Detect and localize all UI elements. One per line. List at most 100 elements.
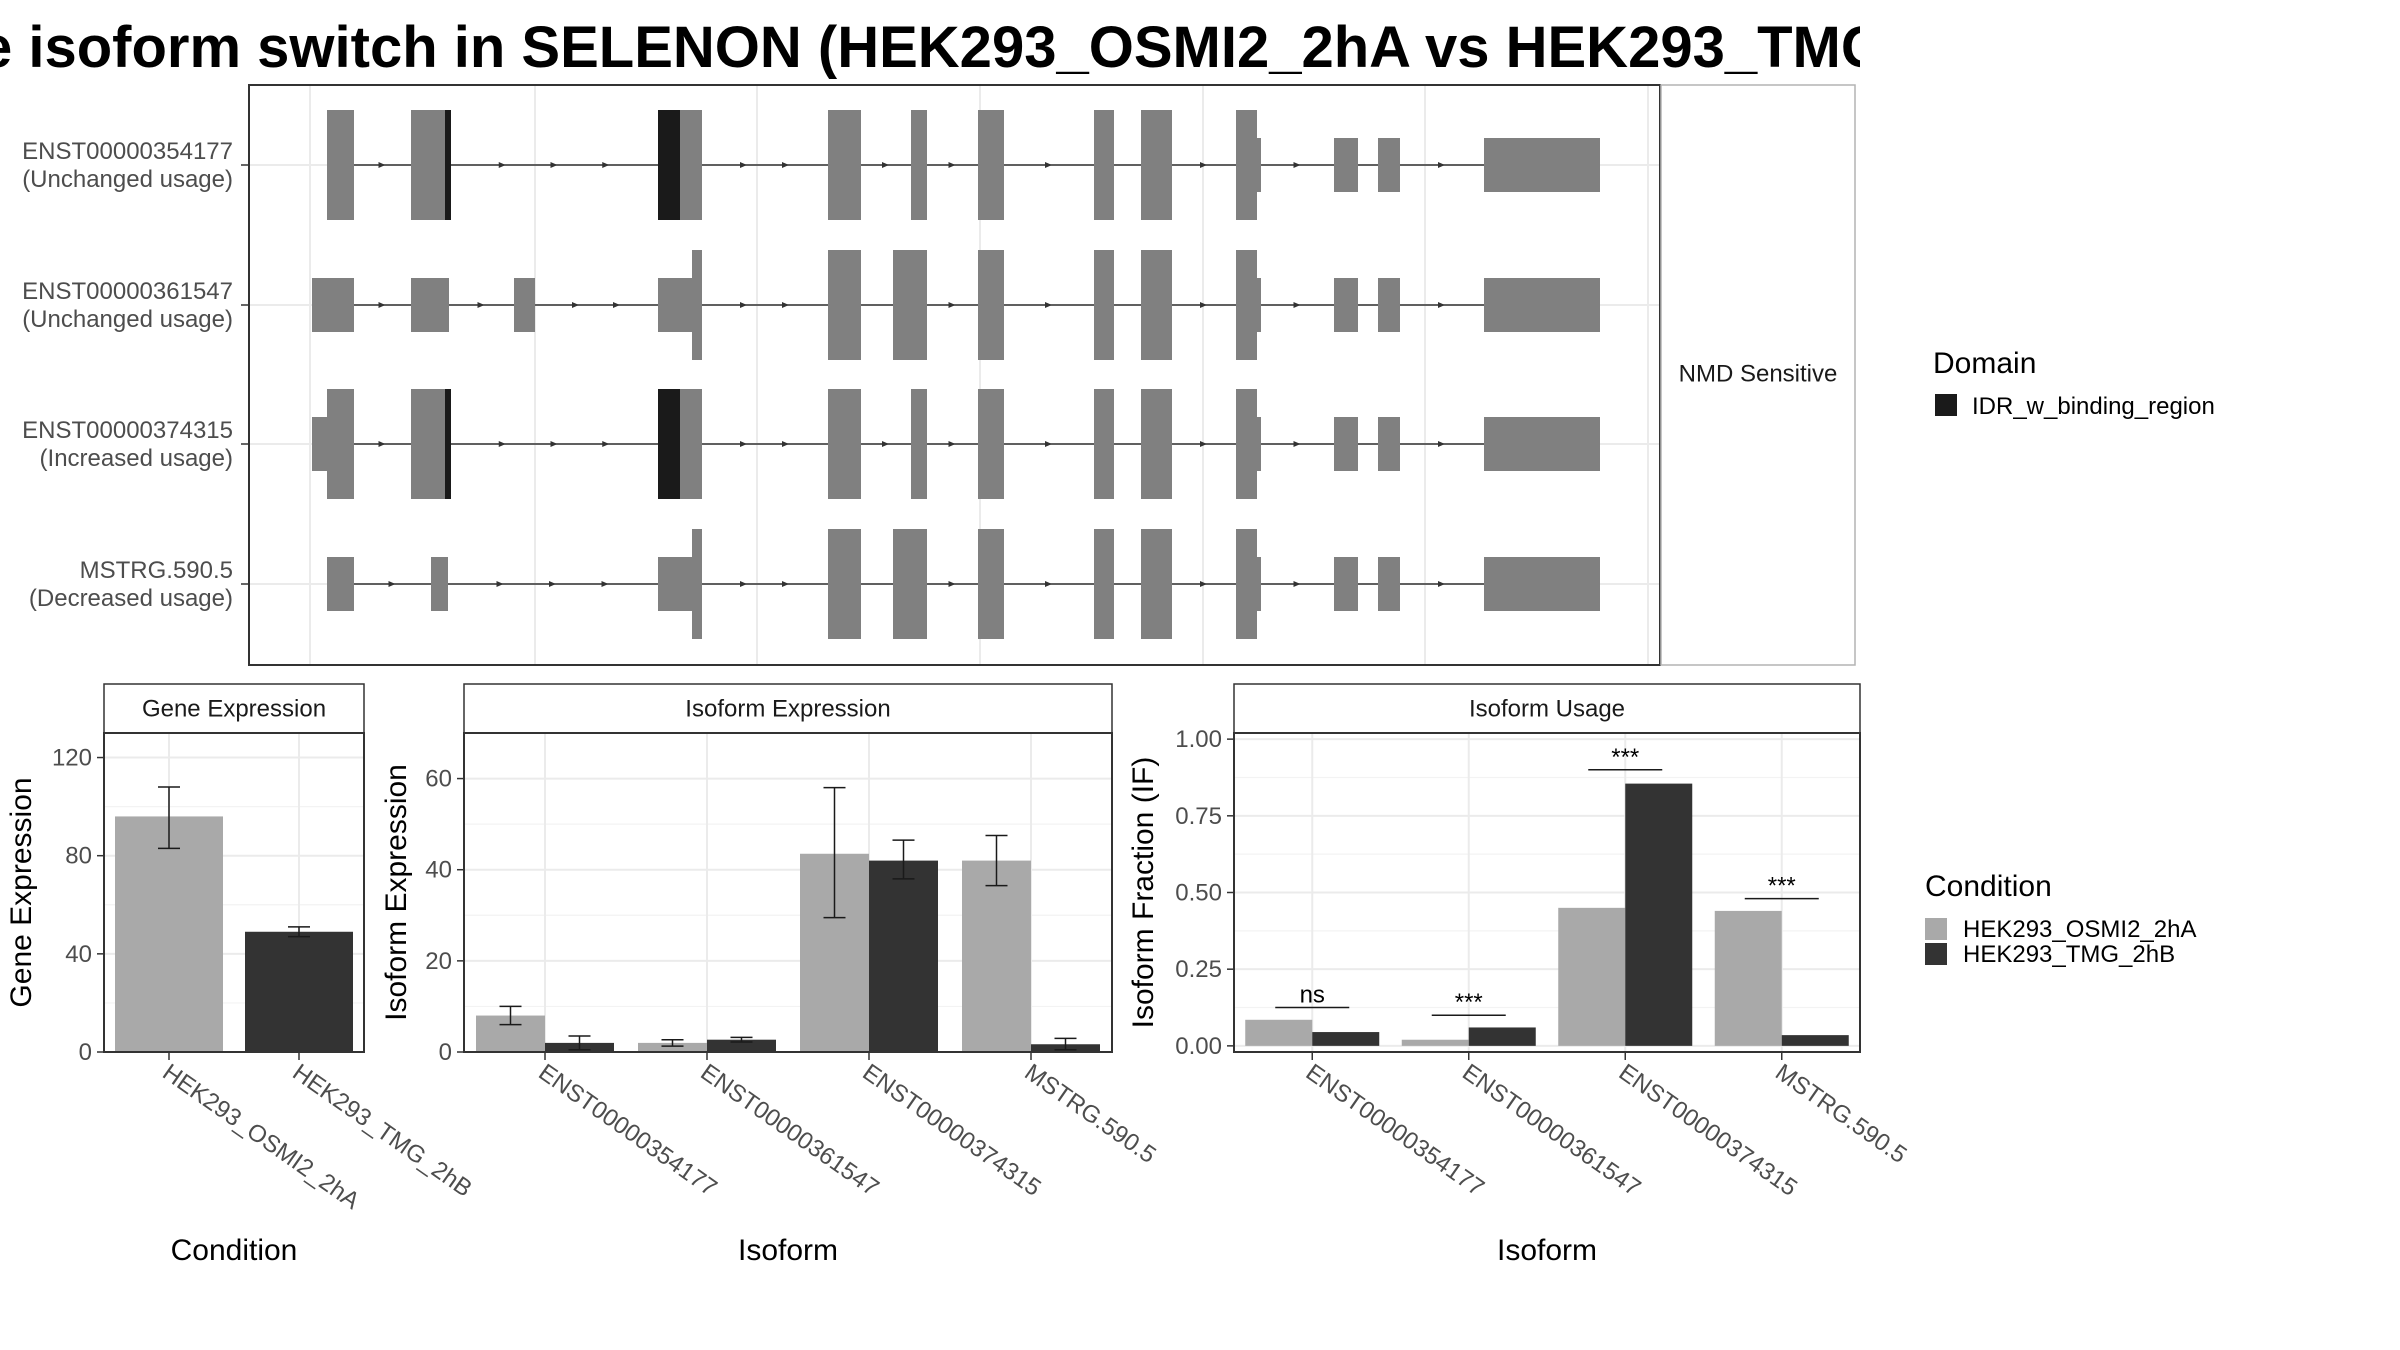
y-axis-title: Isoform Fraction (IF) [1127, 757, 1160, 1029]
y-tick-label: 0 [439, 1039, 452, 1066]
strand-arrow [782, 302, 789, 308]
condition-legend-label: HEK293_OSMI2_2hA [1963, 916, 2196, 943]
exon-block [1236, 250, 1257, 360]
strand-arrow [1200, 302, 1207, 308]
exon-block [312, 278, 354, 332]
y-axis-title: Gene Expression [5, 777, 38, 1007]
y-tick-label: 40 [65, 941, 92, 968]
exon-block [1484, 557, 1600, 611]
exon-block [327, 557, 354, 611]
strand-arrow [378, 302, 386, 308]
exon-block [1378, 278, 1400, 332]
x-axis-title: Isoform [738, 1234, 838, 1267]
exon-block [431, 557, 448, 611]
bar [245, 931, 353, 1052]
bar [962, 860, 1031, 1052]
exon-block [1257, 557, 1261, 611]
strand-arrow [740, 302, 747, 308]
strand-arrow [477, 302, 485, 308]
bar [707, 1039, 776, 1052]
strand-arrow [782, 162, 789, 168]
exon-block [411, 389, 445, 499]
exon-block [680, 389, 702, 499]
domain-block [658, 389, 680, 499]
domain-legend-title: Domain [1933, 347, 2036, 380]
exon-block [1236, 389, 1257, 499]
chart-panel-isoform-usage: Isoform UsagensENST00000354177***ENST000… [1127, 683, 1911, 1267]
panel-strip-title: Gene Expression [142, 696, 326, 723]
strand-arrow [948, 581, 956, 587]
x-tick-label: ENST00000374315 [858, 1059, 1046, 1202]
strand-arrow [602, 441, 610, 447]
strand-arrow [549, 581, 556, 587]
strand-arrow [1045, 302, 1052, 308]
exon-block [411, 110, 445, 220]
exon-block [911, 110, 927, 220]
strand-arrow [498, 162, 506, 168]
strand-arrow [550, 441, 558, 447]
exon-block [1141, 250, 1172, 360]
strand-arrow [378, 162, 386, 168]
exon-block [1378, 138, 1400, 192]
exon-block [1334, 278, 1358, 332]
exon-block [978, 389, 1004, 499]
bar [1781, 1035, 1849, 1046]
y-tick-label: 0 [79, 1039, 92, 1066]
figure-title: e isoform switch in SELENON (HEK293_OSMI… [0, 15, 1860, 80]
exon-block [411, 278, 449, 332]
strand-arrow [613, 302, 620, 308]
structure-panel-border [248, 84, 1661, 666]
strand-arrow [740, 581, 747, 587]
panel-strip [103, 683, 365, 734]
exon-block [658, 278, 692, 332]
strand-arrow [1293, 162, 1301, 168]
panel-strip-title: Isoform Usage [1469, 696, 1625, 723]
domain-block [445, 110, 451, 220]
bar [1401, 1039, 1469, 1046]
exon-block [1257, 138, 1261, 192]
significance-label: *** [1768, 873, 1796, 900]
significance-label: *** [1611, 744, 1639, 771]
strand-arrow [948, 302, 956, 308]
strand-arrow [1200, 162, 1207, 168]
track-label-status: (Unchanged usage) [22, 166, 233, 193]
y-tick-label: 60 [425, 766, 452, 793]
panel-border [103, 732, 365, 1053]
strand-arrow [496, 581, 504, 587]
x-tick-label: MSTRG.590.5 [1770, 1059, 1911, 1169]
exon-block [1094, 529, 1114, 639]
exon-block [692, 250, 702, 360]
strand-arrow [740, 441, 747, 447]
track-label-status: (Decreased usage) [29, 585, 233, 612]
structure-panel-bg [249, 85, 1660, 665]
bar [115, 816, 223, 1052]
condition-legend-title: Condition [1925, 870, 2052, 903]
bar [869, 860, 938, 1052]
strand-arrow [1293, 302, 1301, 308]
strand-arrow [388, 581, 396, 587]
strand-arrow [378, 441, 386, 447]
exon-block [1141, 110, 1172, 220]
exon-block [828, 110, 861, 220]
exon-block [1334, 557, 1358, 611]
domain-legend-key [1935, 394, 1957, 416]
strand-arrow [1438, 441, 1445, 447]
strand-arrow [572, 302, 579, 308]
x-axis-title: Isoform [1497, 1234, 1597, 1267]
exon-block [1094, 110, 1114, 220]
bar [1558, 907, 1626, 1046]
strand-arrow [1045, 162, 1052, 168]
exon-block [978, 250, 1004, 360]
exon-block [1484, 417, 1600, 471]
bar [1245, 1019, 1313, 1046]
exon-block [828, 250, 861, 360]
track-label-status: (Increased usage) [40, 445, 233, 472]
strand-arrow [782, 581, 789, 587]
strand-arrow [1045, 441, 1052, 447]
exon-block [978, 110, 1004, 220]
strand-arrow [1438, 581, 1445, 587]
exon-block [1378, 557, 1400, 611]
y-tick-label: 80 [65, 843, 92, 870]
x-axis-title: Condition [171, 1234, 298, 1267]
